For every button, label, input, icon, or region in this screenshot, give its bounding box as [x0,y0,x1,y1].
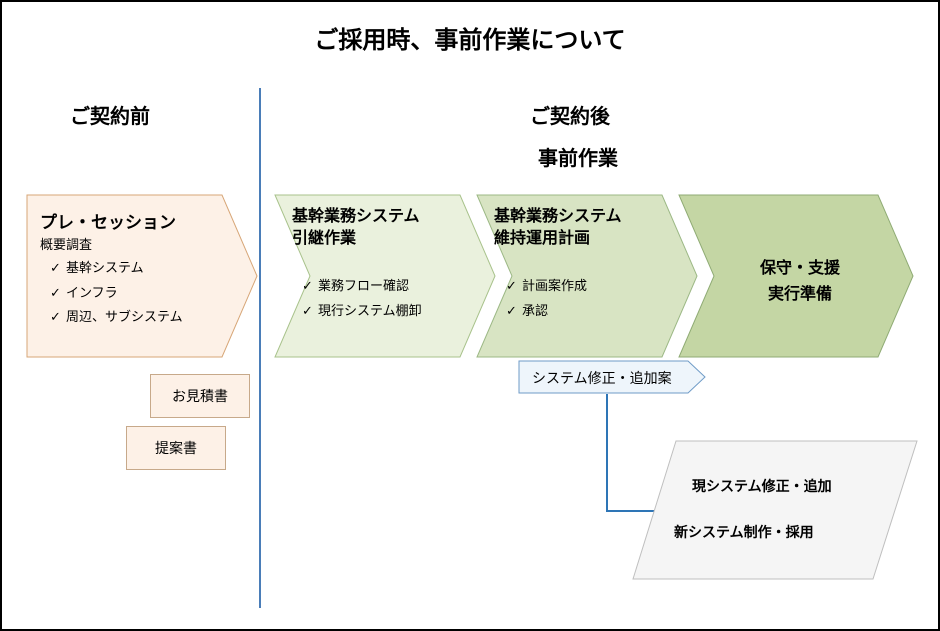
page-title: ご採用時、事前作業について [2,20,938,55]
checklist-item-label: 承認 [522,303,548,318]
checklist-item-label: 計画案作成 [522,278,587,293]
chevron-plan-items: ✓計画案作成✓承認 [506,274,587,323]
chevron-handover-title: 基幹業務システム 引継作業 [292,206,420,251]
doc-proposal: 提案書 [126,426,226,470]
chevron-handover-items: ✓業務フロー確認✓現行システム棚卸 [302,274,422,323]
parallelogram-systems [632,440,918,580]
checklist-item: ✓業務フロー確認 [302,274,422,299]
checklist-item: ✓現行システム棚卸 [302,299,422,324]
chevron-support-title: 保守・支援 実行準備 [720,256,880,307]
para-line-1: 現システム修正・追加 [692,476,832,496]
checklist-item-label: 周辺、サブシステム [66,309,183,324]
subheading-after: 事前作業 [538,142,618,171]
chevron-plan-title: 基幹業務システム 維持運用計画 [494,206,622,251]
chevron-pre-session-subtitle: 概要調査 [40,234,92,253]
checklist-item-label: インフラ [66,285,118,300]
check-icon: ✓ [50,281,66,306]
checklist-item: ✓基幹システム [50,256,183,281]
check-icon: ✓ [302,274,318,299]
flag-modification-label: システム修正・追加案 [532,368,672,388]
diagram-frame: ご採用時、事前作業について ご契約前 ご契約後 事前作業 プレ・セッション 概要… [0,0,940,631]
check-icon: ✓ [506,274,522,299]
check-icon: ✓ [506,299,522,324]
phase-divider [259,88,261,608]
checklist-item: ✓周辺、サブシステム [50,305,183,330]
heading-after: ご契約後 [530,100,610,129]
doc-estimate: お見積書 [150,374,250,418]
checklist-item: ✓インフラ [50,281,183,306]
checklist-item: ✓計画案作成 [506,274,587,299]
checklist-item-label: 基幹システム [66,260,144,275]
heading-before: ご契約前 [70,100,150,129]
chevron-pre-session-items: ✓基幹システム✓インフラ✓周辺、サブシステム [50,256,183,330]
check-icon: ✓ [302,299,318,324]
check-icon: ✓ [50,256,66,281]
checklist-item: ✓承認 [506,299,587,324]
chevron-pre-session-title: プレ・セッション [40,208,176,233]
para-line-2: 新システム制作・採用 [674,522,814,542]
checklist-item-label: 現行システム棚卸 [318,303,422,318]
check-icon: ✓ [50,305,66,330]
checklist-item-label: 業務フロー確認 [318,278,409,293]
